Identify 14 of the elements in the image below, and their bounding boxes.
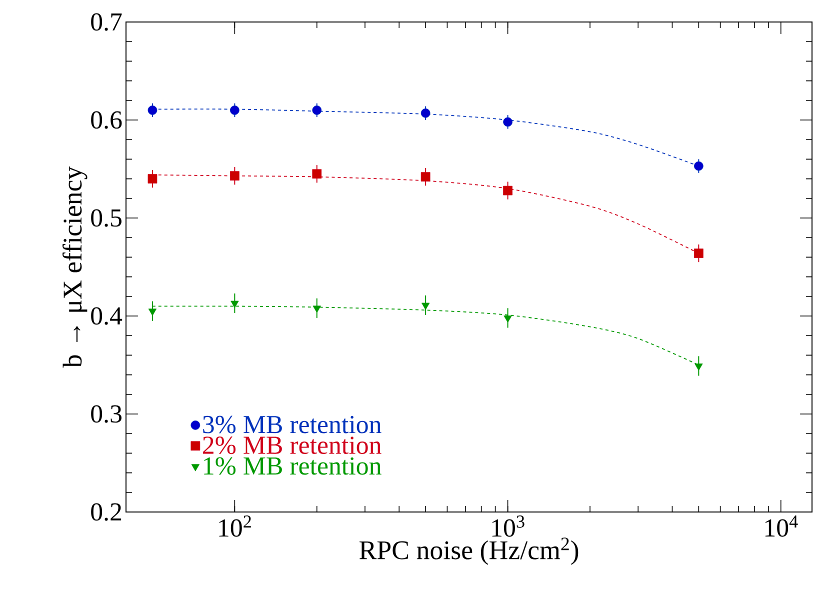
y-tick-label: 0.3 <box>91 405 122 423</box>
legend-label: 3% MB retention <box>203 416 382 434</box>
x-axis-title: RPC noise (Hz/cm$^{2}$) <box>359 538 578 565</box>
x-tick-label: 10$^{4}$ <box>765 516 798 537</box>
x-tick-label: 10$^{3}$ <box>492 516 524 537</box>
y-tick-label: 0.2 <box>91 503 122 521</box>
legend-label: 2% MB retention <box>203 436 382 454</box>
y-tick-label: 0.7 <box>91 13 122 31</box>
x-tick-label: 10$^{2}$ <box>219 516 251 537</box>
y-tick-label: 0.5 <box>91 209 122 227</box>
y-tick-label: 0.6 <box>91 111 122 129</box>
y-tick-label: 0.4 <box>91 307 122 325</box>
y-axis-title: b → μX efficiency <box>62 166 88 368</box>
legend-label: 1% MB retention <box>204 457 382 475</box>
